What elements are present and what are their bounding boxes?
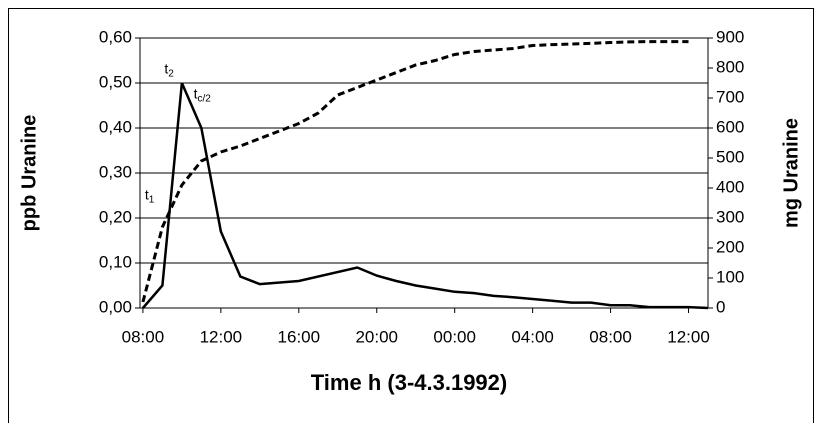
annotation-subscript: 2 xyxy=(168,68,174,79)
y-tick-label: 0,00 xyxy=(99,297,132,316)
annotation-subscript: 1 xyxy=(149,194,155,205)
y2-tick-label: 200 xyxy=(716,237,744,256)
annotation-text: t xyxy=(194,85,198,101)
y-tick-label: 0,30 xyxy=(99,162,132,181)
annotation-text: t xyxy=(145,186,149,202)
y2-tick-label: 100 xyxy=(716,267,744,286)
x-axis-label: Time h (3-4.3.1992) xyxy=(311,370,507,395)
series-line xyxy=(141,40,689,303)
chart-frame xyxy=(8,8,814,423)
x-tick-label: 08:00 xyxy=(122,327,165,346)
y2-tick-label: 300 xyxy=(716,207,744,226)
y2-tick-label: 500 xyxy=(716,147,744,166)
annotation-subscript: c/2 xyxy=(197,93,211,104)
y2-tick-label: 700 xyxy=(716,87,744,106)
x-tick-label: 00:00 xyxy=(433,327,476,346)
y-axis-label: ppb Uranine xyxy=(18,115,40,232)
x-tick-label: 12:00 xyxy=(667,327,710,346)
annotation: t1 xyxy=(145,186,155,205)
x-tick-label: 08:00 xyxy=(589,327,632,346)
series-line xyxy=(141,82,709,310)
x-tick-label: 04:00 xyxy=(511,327,554,346)
y2-tick-label: 600 xyxy=(716,117,744,136)
y-tick-label: 0,20 xyxy=(99,207,132,226)
y2-tick-label: 0 xyxy=(716,297,725,316)
x-tick-label: 12:00 xyxy=(200,327,243,346)
annotation: tc/2 xyxy=(194,85,212,104)
y-tick-label: 0,60 xyxy=(99,27,132,46)
y2-axis-label: mg Uranine xyxy=(780,118,802,228)
annotation-text: t xyxy=(164,60,168,76)
y-tick-label: 0,50 xyxy=(99,72,132,91)
x-tick-label: 16:00 xyxy=(278,327,321,346)
y2-tick-label: 900 xyxy=(716,27,744,46)
y2-tick-label: 800 xyxy=(716,57,744,76)
annotation: t2 xyxy=(164,60,174,79)
y2-tick-label: 400 xyxy=(716,177,744,196)
x-tick-label: 20:00 xyxy=(355,327,398,346)
y-tick-label: 0,40 xyxy=(99,117,132,136)
y-tick-label: 0,10 xyxy=(99,252,132,271)
